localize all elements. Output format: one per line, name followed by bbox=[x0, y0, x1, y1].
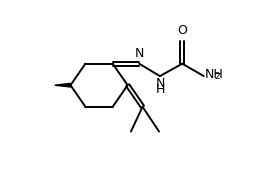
Text: N: N bbox=[135, 47, 144, 60]
Text: H: H bbox=[156, 83, 166, 96]
Text: O: O bbox=[178, 24, 187, 37]
Text: 2: 2 bbox=[214, 72, 220, 81]
Text: N: N bbox=[156, 77, 166, 90]
Text: NH: NH bbox=[204, 68, 223, 81]
Polygon shape bbox=[55, 83, 70, 87]
